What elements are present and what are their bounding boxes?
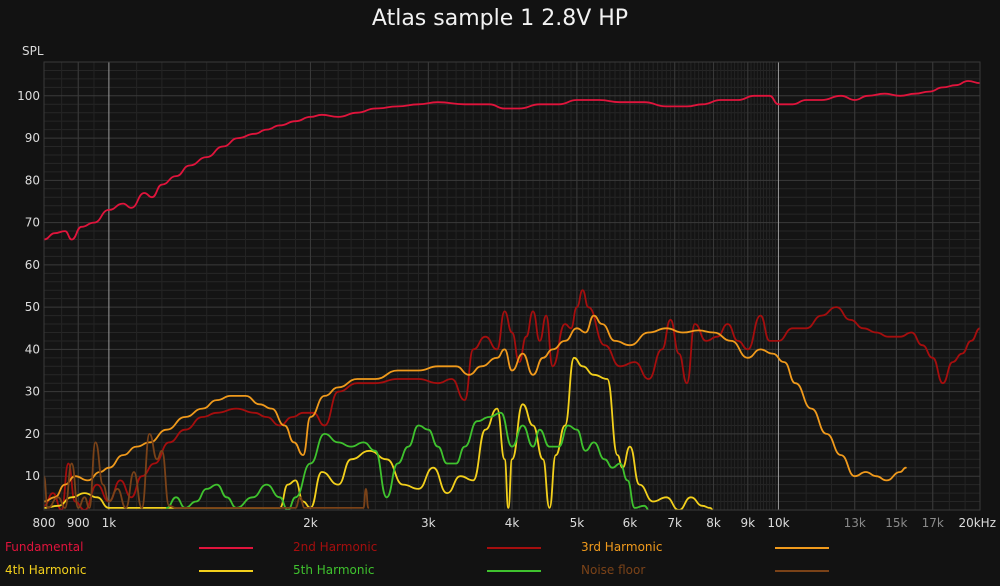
y-tick-label: 40 bbox=[25, 342, 40, 356]
legend-swatch-noise-floor bbox=[775, 570, 829, 572]
x-tick-label: 1k bbox=[102, 516, 117, 530]
x-tick-label: 3k bbox=[421, 516, 436, 530]
legend: Fundamental 2nd Harmonic 3rd Harmonic 4t… bbox=[0, 536, 1000, 586]
y-tick-label: 80 bbox=[25, 173, 40, 187]
x-tick-label: 900 bbox=[67, 516, 90, 530]
y-tick-label: 20 bbox=[25, 427, 40, 441]
x-tick-label: 15k bbox=[885, 516, 907, 530]
y-tick-label: 90 bbox=[25, 131, 40, 145]
legend-label-5th-harmonic[interactable]: 5th Harmonic bbox=[293, 563, 375, 577]
x-tick-label: 5k bbox=[570, 516, 585, 530]
legend-swatch-4th-harmonic bbox=[199, 570, 253, 572]
x-tick-label: 8k bbox=[706, 516, 721, 530]
legend-swatch-2nd-harmonic bbox=[487, 547, 541, 549]
legend-label-fundamental[interactable]: Fundamental bbox=[5, 540, 84, 554]
legend-swatch-fundamental bbox=[199, 547, 253, 549]
series-line-2nd-harmonic bbox=[44, 289, 980, 510]
y-tick-label: 50 bbox=[25, 300, 40, 314]
y-tick-label: 60 bbox=[25, 258, 40, 272]
x-tick-label: 13k bbox=[844, 516, 866, 530]
legend-label-3rd-harmonic[interactable]: 3rd Harmonic bbox=[581, 540, 663, 554]
x-tick-label: 17k bbox=[922, 516, 944, 530]
series-layer bbox=[44, 80, 980, 510]
x-tick-label: 4k bbox=[505, 516, 520, 530]
y-axis-label: SPL bbox=[22, 44, 44, 58]
legend-swatch-3rd-harmonic bbox=[775, 547, 829, 549]
series-line-5th-harmonic bbox=[165, 411, 649, 510]
legend-label-noise-floor[interactable]: Noise floor bbox=[581, 563, 646, 577]
y-tick-label: 30 bbox=[25, 385, 40, 399]
series-line-3rd-harmonic bbox=[44, 314, 907, 503]
x-tick-labels: 800 900 1k 2k 3k 4k 5k 6k 7k 8k 9k 10k 13k 15k 17k 20kH… bbox=[33, 516, 996, 530]
legend-label-2nd-harmonic[interactable]: 2nd Harmonic bbox=[293, 540, 378, 554]
x-tick-label: 2k bbox=[303, 516, 318, 530]
x-tick-label: 20kHz bbox=[958, 516, 996, 530]
chart-title: Atlas sample 1 2.8V HP bbox=[371, 6, 629, 31]
series-line-noise-floor bbox=[44, 433, 370, 509]
y-tick-label: 10 bbox=[25, 469, 40, 483]
y-tick-label: 70 bbox=[25, 216, 40, 230]
legend-swatch-5th-harmonic bbox=[487, 570, 541, 572]
series-line-fundamental bbox=[44, 80, 980, 241]
x-tick-label: 6k bbox=[623, 516, 638, 530]
legend-label-4th-harmonic[interactable]: 4th Harmonic bbox=[5, 563, 87, 577]
x-tick-label: 10k bbox=[767, 516, 789, 530]
plot-border bbox=[43, 61, 981, 511]
x-tick-label: 9k bbox=[741, 516, 756, 530]
y-tick-label: 100 bbox=[17, 89, 40, 103]
x-tick-label: 800 bbox=[33, 516, 56, 530]
x-tick-label: 7k bbox=[667, 516, 682, 530]
y-tick-labels: 10 20 30 40 50 60 70 80 90 100 bbox=[17, 89, 40, 483]
